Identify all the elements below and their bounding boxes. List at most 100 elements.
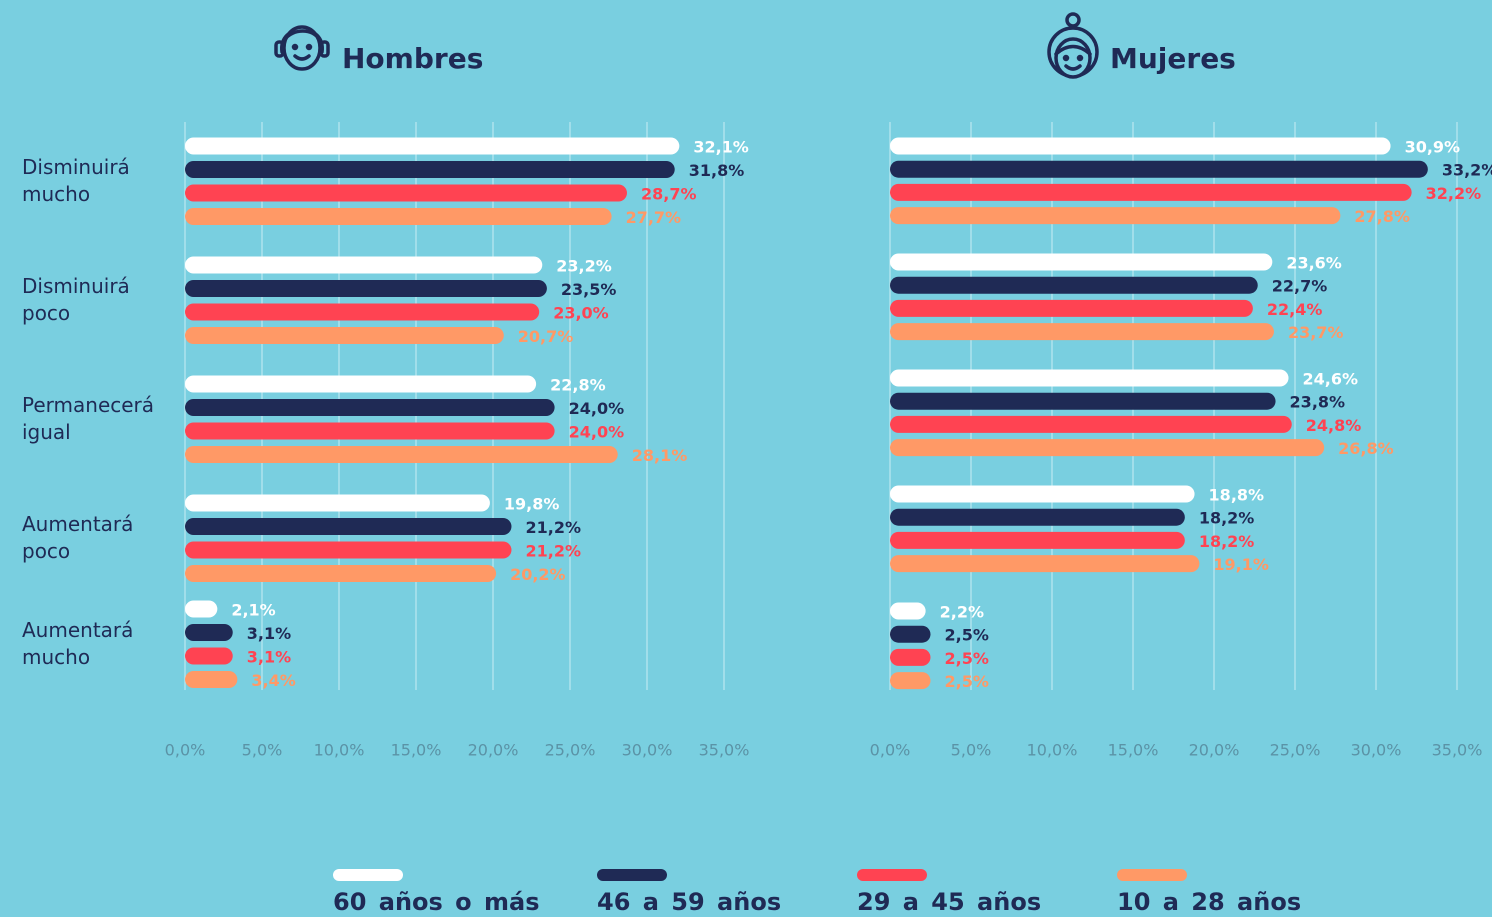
bar	[185, 303, 540, 321]
value-label: 24,6%	[1303, 370, 1359, 389]
bar	[890, 137, 1391, 155]
value-label: 2,1%	[231, 601, 275, 620]
legend-swatch	[597, 869, 667, 881]
value-label: 2,5%	[945, 626, 989, 645]
value-label: 27,7%	[626, 208, 682, 227]
men-icon	[274, 25, 330, 71]
bar	[185, 647, 233, 665]
value-label: 20,7%	[518, 327, 574, 346]
value-label: 30,9%	[1405, 138, 1461, 157]
legend-swatch	[857, 869, 927, 881]
bar	[185, 446, 618, 463]
legend-label: 60 años o más	[333, 888, 540, 916]
value-label: 20,2%	[510, 565, 566, 584]
x-tick-label: 5,0%	[951, 741, 992, 760]
bar	[185, 565, 497, 582]
bar	[185, 280, 547, 297]
bar	[185, 137, 680, 155]
value-label: 21,2%	[525, 542, 581, 561]
value-label: 19,1%	[1213, 555, 1269, 574]
bar	[890, 439, 1325, 457]
bar	[890, 648, 931, 666]
category-label: Aumentará mucho	[22, 618, 134, 670]
value-label: 18,8%	[1209, 486, 1265, 505]
bar	[185, 327, 504, 344]
value-label: 28,1%	[632, 446, 688, 465]
legend-label: 10 a 28 años	[1117, 888, 1301, 916]
x-tick-label: 15,0%	[1108, 741, 1159, 760]
bar	[185, 422, 555, 440]
x-tick-label: 30,0%	[1351, 741, 1402, 760]
value-label: 23,8%	[1290, 393, 1346, 412]
bar	[890, 160, 1428, 178]
bar	[185, 399, 555, 416]
bar	[185, 541, 512, 559]
x-tick-label: 0,0%	[870, 741, 911, 760]
value-label: 3,1%	[247, 624, 291, 643]
bar	[890, 531, 1185, 549]
x-tick-label: 20,0%	[468, 741, 519, 760]
category-label: Disminuirá mucho	[22, 155, 130, 207]
bar	[185, 518, 512, 535]
bar	[890, 369, 1289, 387]
value-label: 3,4%	[251, 671, 295, 690]
x-tick-label: 10,0%	[1027, 741, 1078, 760]
x-tick-label: 10,0%	[314, 741, 365, 760]
value-label: 32,1%	[693, 138, 749, 157]
legend-swatch	[1117, 869, 1187, 881]
value-label: 23,2%	[556, 257, 612, 276]
value-label: 23,6%	[1286, 254, 1342, 273]
women-icon	[1047, 12, 1099, 79]
bar	[185, 671, 238, 688]
bar	[185, 600, 218, 618]
x-tick-label: 5,0%	[242, 741, 283, 760]
value-label: 2,2%	[940, 603, 984, 622]
value-label: 24,0%	[569, 399, 625, 418]
x-tick-label: 25,0%	[1270, 741, 1321, 760]
value-label: 18,2%	[1199, 509, 1255, 528]
bar	[890, 253, 1273, 271]
value-label: 32,2%	[1426, 184, 1482, 203]
value-label: 28,7%	[641, 185, 697, 204]
value-label: 3,1%	[247, 648, 291, 667]
x-tick-label: 25,0%	[545, 741, 596, 760]
value-label: 2,5%	[945, 672, 989, 691]
bar	[890, 323, 1274, 341]
x-tick-label: 20,0%	[1189, 741, 1240, 760]
value-label: 27,8%	[1354, 207, 1410, 226]
legend-label: 29 a 45 años	[857, 888, 1041, 916]
value-label: 24,8%	[1306, 416, 1362, 435]
bar	[185, 208, 612, 225]
x-tick-label: 15,0%	[391, 741, 442, 760]
x-tick-label: 30,0%	[622, 741, 673, 760]
value-label: 22,4%	[1267, 300, 1323, 319]
bar	[890, 485, 1195, 503]
category-label: Aumentará poco	[22, 512, 134, 564]
bar	[890, 276, 1258, 294]
bar	[185, 494, 490, 512]
category-label: Permanecerá igual	[22, 393, 155, 445]
value-label: 21,2%	[525, 518, 581, 537]
bar	[890, 415, 1292, 433]
bar	[890, 625, 931, 643]
value-label: 22,8%	[550, 376, 606, 395]
bar	[185, 375, 537, 393]
category-label: Disminuirá poco	[22, 274, 130, 326]
bar	[890, 183, 1412, 201]
legend-label: 46 a 59 años	[597, 888, 781, 916]
value-label: 24,0%	[569, 423, 625, 442]
bar	[890, 602, 926, 620]
value-label: 33,2%	[1442, 161, 1492, 180]
panel-title: Mujeres	[1110, 42, 1236, 75]
x-tick-label: 35,0%	[699, 741, 750, 760]
value-label: 19,8%	[504, 495, 560, 514]
bar	[890, 508, 1185, 526]
bar	[185, 161, 675, 178]
value-label: 31,8%	[689, 161, 745, 180]
x-tick-label: 0,0%	[165, 741, 206, 760]
bar	[890, 392, 1276, 410]
bar	[890, 207, 1341, 225]
legend-swatch	[333, 869, 403, 881]
